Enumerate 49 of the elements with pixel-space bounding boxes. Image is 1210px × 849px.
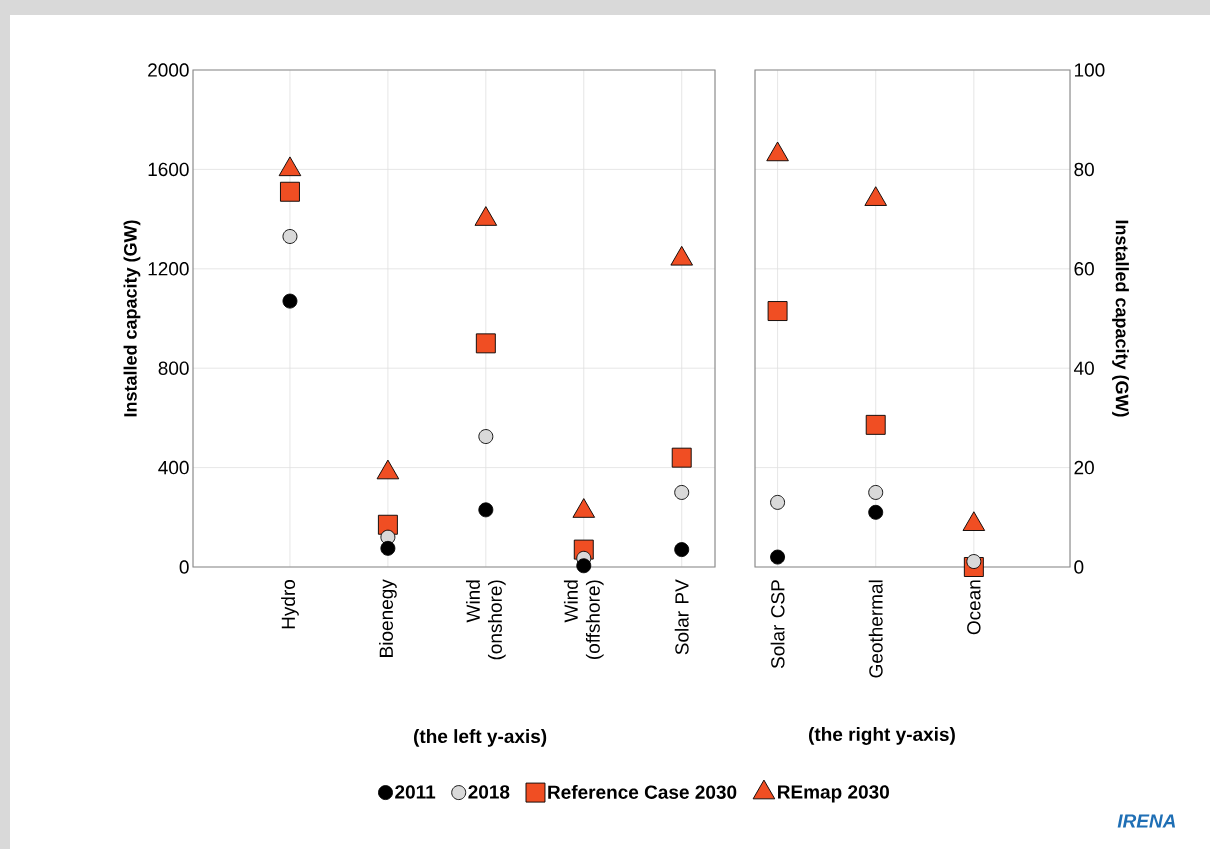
point — [767, 301, 788, 321]
x-tick-label: Wind (offshore) — [563, 580, 604, 659]
y2-axis-title: Installed capacity (GW) — [1112, 220, 1129, 417]
point — [380, 540, 396, 556]
x-tick-label: Solar PV — [674, 579, 689, 655]
point — [770, 494, 786, 510]
x-tick-label: Wind (onshore) — [465, 580, 506, 660]
point — [478, 502, 494, 518]
point — [282, 229, 298, 244]
y-tick-label: 2000 — [148, 63, 189, 77]
point — [966, 554, 982, 569]
point — [280, 181, 300, 202]
y-tick-label: 1200 — [148, 262, 189, 276]
y2-tick-label: 80 — [1074, 162, 1094, 177]
y2-tick-label: 60 — [1074, 262, 1094, 276]
point — [674, 485, 690, 500]
point — [766, 141, 789, 162]
x-tick-label: Ocean — [967, 580, 981, 635]
y-tick-label: 1600 — [148, 162, 189, 177]
x-tick-label: Bioenegy — [379, 579, 397, 657]
y2-tick-label: 0 — [1074, 560, 1084, 574]
point — [868, 485, 884, 500]
x-tick-label: Solar CSP — [770, 580, 785, 669]
point — [864, 186, 887, 206]
legend-label: 2018 — [468, 785, 510, 799]
point — [770, 549, 786, 565]
point — [868, 504, 884, 520]
point — [671, 447, 692, 468]
y-axis-title: Installed capacity (GW) — [123, 220, 141, 417]
legend-label: Reference Case 2030 — [548, 784, 737, 799]
x-tick-label: Geothermal — [868, 580, 883, 678]
y2-tick-label: 100 — [1074, 63, 1105, 77]
text: (the left y-axis) — [414, 729, 547, 747]
legend-label: 2011 — [395, 785, 436, 799]
point — [282, 293, 298, 309]
y-tick-label: 800 — [158, 361, 189, 375]
point — [576, 558, 592, 574]
point — [865, 414, 886, 435]
y-tick-label: 0 — [179, 560, 189, 574]
text: (the right y-axis) — [809, 727, 955, 745]
point — [475, 333, 496, 354]
y-tick-label: 400 — [158, 460, 189, 475]
y2-tick-label: 40 — [1073, 361, 1094, 375]
y2-tick-label: 20 — [1074, 460, 1094, 475]
text: IRENA — [1117, 814, 1176, 828]
legend-label: REmap 2030 — [778, 785, 889, 803]
x-tick-label: Hydro — [281, 580, 299, 629]
point — [478, 429, 494, 444]
point — [674, 542, 690, 558]
